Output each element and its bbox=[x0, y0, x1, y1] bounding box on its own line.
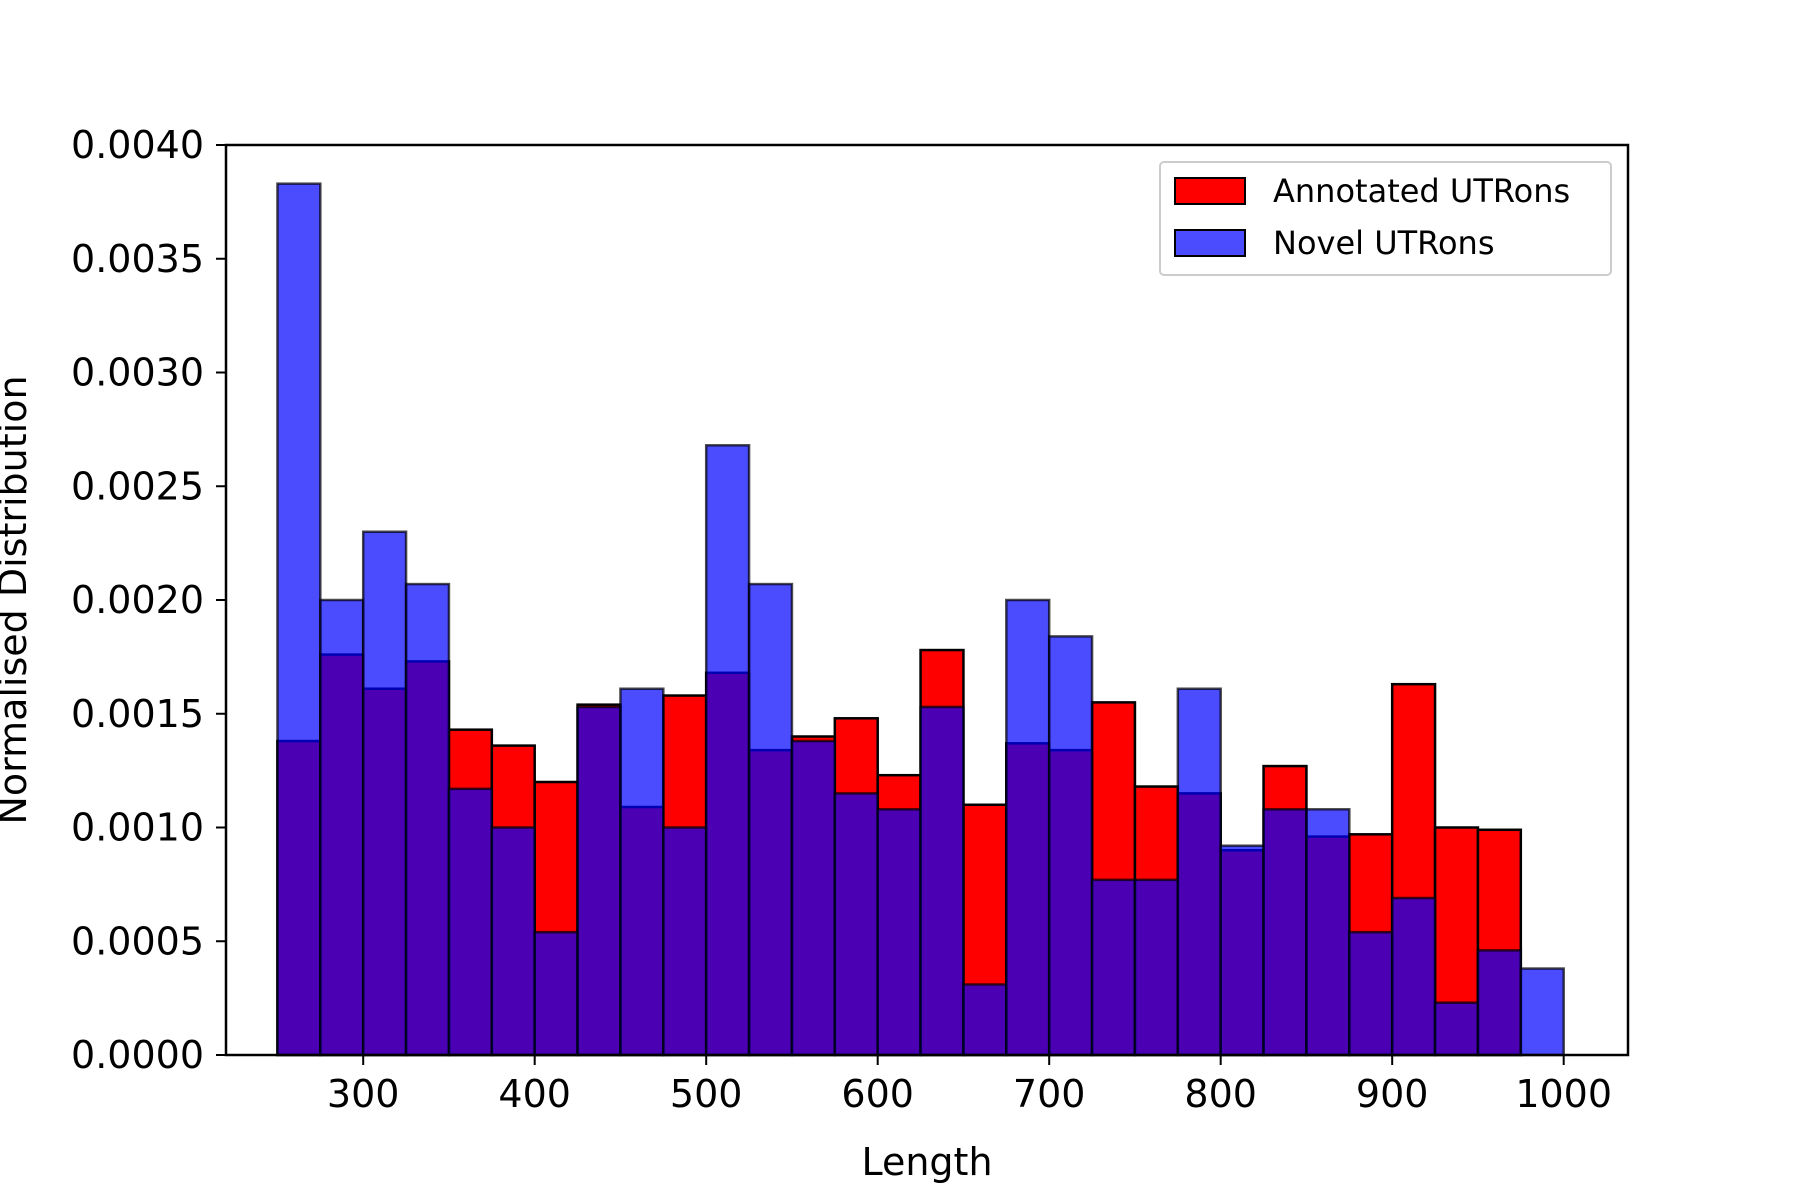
series-novel bbox=[276, 182, 1565, 1057]
bar bbox=[704, 444, 751, 1057]
y-tick-label: 0.0010 bbox=[71, 806, 204, 850]
y-tick-label: 0.0005 bbox=[71, 919, 204, 963]
bar bbox=[1005, 598, 1051, 1057]
legend-label-novel: Novel UTRons bbox=[1273, 224, 1495, 262]
legend-swatch-novel bbox=[1174, 229, 1246, 257]
x-tick-label: 800 bbox=[1184, 1072, 1257, 1116]
bar bbox=[662, 826, 708, 1057]
bar bbox=[619, 687, 665, 1057]
bar bbox=[1176, 687, 1222, 1057]
y-tick-label: 0.0020 bbox=[71, 578, 204, 622]
bar bbox=[319, 598, 365, 1057]
bar bbox=[490, 826, 536, 1057]
bar bbox=[361, 530, 408, 1057]
bar bbox=[1262, 808, 1308, 1057]
bar bbox=[1090, 878, 1137, 1057]
x-tick-label: 300 bbox=[327, 1072, 400, 1116]
bar bbox=[747, 582, 794, 1057]
bar bbox=[1047, 635, 1094, 1057]
bar bbox=[919, 705, 965, 1057]
bar bbox=[1219, 844, 1265, 1057]
y-tick-label: 0.0015 bbox=[71, 692, 204, 736]
bar bbox=[833, 792, 879, 1057]
bar bbox=[1390, 896, 1437, 1057]
bar bbox=[576, 705, 622, 1057]
x-tick-label: 700 bbox=[1013, 1072, 1086, 1116]
x-axis-label: Length bbox=[861, 1140, 992, 1184]
y-tick-label: 0.0000 bbox=[71, 1033, 204, 1077]
y-tick-label: 0.0030 bbox=[71, 351, 204, 395]
legend-box bbox=[1159, 161, 1612, 276]
bar bbox=[447, 787, 494, 1057]
y-axis-label: Normalised Distribution bbox=[0, 375, 35, 824]
bar bbox=[790, 739, 837, 1057]
x-tick-label: 400 bbox=[498, 1072, 571, 1116]
legend: Annotated UTRons Novel UTRons bbox=[1159, 161, 1612, 276]
y-tick-label: 0.0035 bbox=[71, 237, 204, 281]
bar bbox=[276, 182, 322, 1057]
y-tick-label: 0.0040 bbox=[71, 123, 204, 167]
bar bbox=[876, 808, 922, 1057]
bar bbox=[1133, 878, 1180, 1057]
bar bbox=[404, 582, 451, 1057]
bar bbox=[1305, 808, 1351, 1057]
x-tick-label: 900 bbox=[1356, 1072, 1429, 1116]
x-tick-label: 500 bbox=[670, 1072, 743, 1116]
bars-layer bbox=[276, 182, 1565, 1057]
legend-swatch-annotated bbox=[1174, 177, 1246, 205]
bar bbox=[1519, 967, 1565, 1057]
bar bbox=[1476, 949, 1523, 1057]
legend-label-annotated: Annotated UTRons bbox=[1273, 172, 1570, 210]
bar bbox=[533, 930, 579, 1057]
x-tick-label: 600 bbox=[841, 1072, 914, 1116]
y-axis: 0.0000 0.0005 0.0010 0.0015 0.0020 0.0025 0.00… bbox=[71, 123, 226, 1077]
bar bbox=[1348, 930, 1394, 1057]
bar bbox=[962, 983, 1008, 1057]
x-tick-label: 1000 bbox=[1515, 1072, 1612, 1116]
bar bbox=[1433, 1001, 1480, 1057]
x-axis: 300 400 500 600 700 800 900 1000 bbox=[327, 1055, 1612, 1116]
y-tick-label: 0.0025 bbox=[71, 464, 204, 508]
